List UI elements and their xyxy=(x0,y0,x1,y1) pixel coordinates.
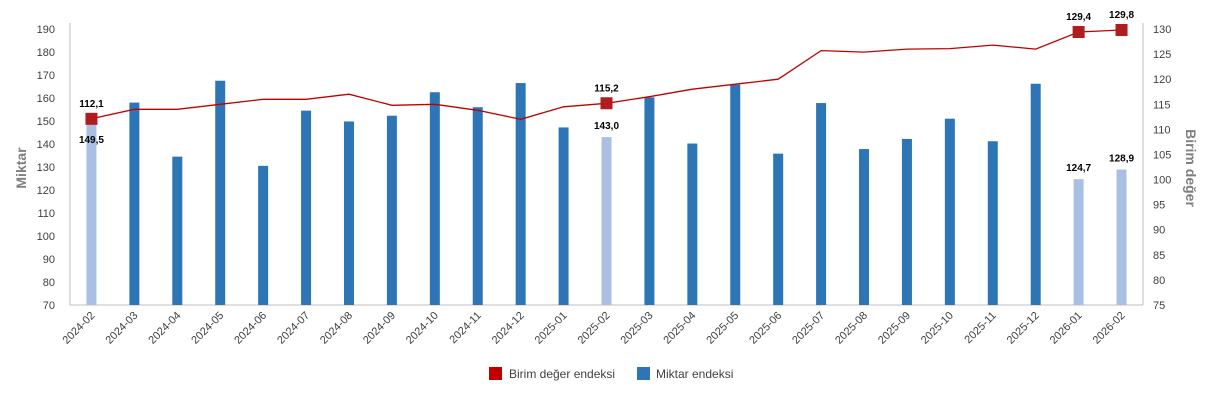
y-tick-label-left: 140 xyxy=(37,139,55,151)
y-tick-label-left: 100 xyxy=(37,231,55,243)
x-tick-label: 2026-01 xyxy=(1048,310,1085,347)
line-marker xyxy=(600,97,613,110)
bar-miktar xyxy=(343,121,354,306)
y-tick-label-right: 125 xyxy=(1153,49,1171,61)
y-tick-label-left: 120 xyxy=(37,185,55,197)
y-tick-label-right: 95 xyxy=(1153,200,1165,212)
x-tick-label: 2025-10 xyxy=(919,310,956,347)
x-tick-label: 2025-07 xyxy=(790,310,827,347)
bar-data-label: 128,9 xyxy=(1109,154,1134,165)
y-tick-label-right: 100 xyxy=(1153,175,1171,187)
bar-miktar xyxy=(215,80,226,305)
y-tick-label-left: 110 xyxy=(37,208,55,220)
y-tick-label-right: 105 xyxy=(1153,149,1171,161)
bar-miktar xyxy=(515,83,526,305)
legend: Birim değer endeksi Miktar endeksi xyxy=(489,367,733,381)
y-tick-label-right: 110 xyxy=(1153,124,1171,136)
bar-miktar xyxy=(901,138,912,305)
bar-miktar xyxy=(301,110,312,306)
line-marker xyxy=(1072,26,1085,39)
x-tick-label: 2024-12 xyxy=(490,310,527,347)
line-data-label: 129,4 xyxy=(1066,12,1091,23)
bar-miktar xyxy=(1073,179,1084,305)
y-tick-label-left: 170 xyxy=(37,70,55,82)
legend-label-miktar: Miktar endeksi xyxy=(656,367,733,381)
y-tick-label-left: 70 xyxy=(43,300,55,312)
bar-miktar xyxy=(429,92,440,305)
x-tick-label: 2024-04 xyxy=(146,310,183,347)
bar-miktar xyxy=(386,115,397,306)
bar-miktar xyxy=(558,127,569,305)
bar-data-label: 124,7 xyxy=(1066,163,1091,174)
y-tick-label-right: 120 xyxy=(1153,74,1171,86)
y-tick-label-right: 130 xyxy=(1153,24,1171,36)
x-tick-label: 2025-11 xyxy=(962,310,998,346)
x-tick-label: 2025-09 xyxy=(876,310,913,347)
legend-swatch-birim xyxy=(489,367,502,380)
y-tick-label-left: 90 xyxy=(43,254,55,266)
x-tick-label: 2025-06 xyxy=(747,310,784,347)
x-tick-label: 2024-07 xyxy=(275,310,312,347)
y-tick-label-left: 190 xyxy=(37,24,55,36)
x-tick-label: 2024-10 xyxy=(404,310,441,347)
y-tick-label-left: 130 xyxy=(37,162,55,174)
x-tick-label: 2025-04 xyxy=(661,310,698,347)
x-tick-label: 2024-08 xyxy=(318,310,355,347)
bar-miktar xyxy=(859,149,870,305)
x-tick-label: 2025-01 xyxy=(533,310,570,347)
legend-swatch-miktar xyxy=(637,367,650,380)
x-tick-label: 2024-09 xyxy=(361,310,398,347)
line-data-label: 129,8 xyxy=(1109,10,1134,21)
data-labels: 112,1 115,2 129,4 129,8 149,5 143,0 124,7 128,9 xyxy=(79,10,1135,174)
bar-miktar xyxy=(258,165,269,305)
bar-miktar xyxy=(1116,169,1127,305)
bar-miktar xyxy=(1030,83,1041,306)
line-marker xyxy=(85,112,98,125)
line-series xyxy=(85,24,1128,125)
y-axis-title-right: Birim değer xyxy=(1183,129,1199,207)
x-tick-label: 2026-02 xyxy=(1091,310,1128,347)
x-tick-label: 2024-03 xyxy=(103,310,140,347)
x-tick-label: 2025-08 xyxy=(833,310,870,347)
y-tick-label-left: 160 xyxy=(37,93,55,105)
y-tick-label-left: 150 xyxy=(37,116,55,128)
bar-miktar xyxy=(816,103,827,305)
bar-miktar xyxy=(86,122,97,306)
y-tick-label-left: 80 xyxy=(43,277,55,289)
bar-miktar xyxy=(601,137,612,305)
x-tick-label: 2024-02 xyxy=(61,310,98,347)
y-tick-label-right: 80 xyxy=(1153,275,1165,287)
x-tick-label: 2025-02 xyxy=(576,310,613,347)
y-tick-label-right: 75 xyxy=(1153,300,1165,312)
line-marker xyxy=(1115,24,1128,37)
bar-miktar xyxy=(730,84,741,305)
y-tick-label-left: 180 xyxy=(37,47,55,59)
x-tick-label: 2024-05 xyxy=(189,310,226,347)
line-data-label: 115,2 xyxy=(594,83,619,94)
bar-miktar xyxy=(644,97,655,305)
y-axis-title-left: Miktar xyxy=(13,147,29,189)
bar-miktar xyxy=(472,107,483,305)
bar-miktar xyxy=(129,102,140,305)
bar-miktar xyxy=(987,141,998,305)
line-data-label: 112,1 xyxy=(79,99,104,110)
bar-miktar xyxy=(944,118,955,305)
y-tick-label-right: 115 xyxy=(1153,99,1171,111)
x-tick-label: 2024-11 xyxy=(447,310,483,346)
x-tick-label: 2025-05 xyxy=(704,310,741,347)
bar-data-label: 149,5 xyxy=(79,135,104,146)
y-tick-label-right: 90 xyxy=(1153,225,1165,237)
x-tick-label: 2025-12 xyxy=(1005,310,1042,347)
bar-data-label: 143,0 xyxy=(594,121,619,132)
x-tick-label: 2024-06 xyxy=(232,310,269,347)
bar-miktar xyxy=(773,153,784,305)
bar-miktar xyxy=(172,156,183,305)
x-tick-label: 2025-03 xyxy=(619,310,656,347)
legend-label-birim: Birim değer endeksi xyxy=(509,367,615,381)
y-tick-label-right: 85 xyxy=(1153,250,1165,262)
bar-miktar xyxy=(687,143,698,305)
bars xyxy=(86,80,1127,306)
